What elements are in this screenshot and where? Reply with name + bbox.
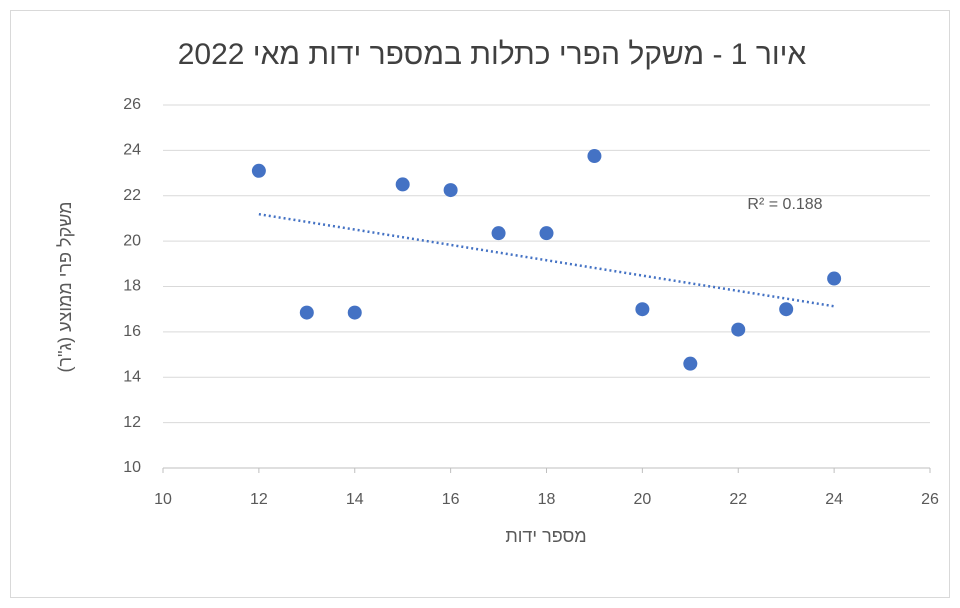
data-point <box>683 356 698 371</box>
data-point <box>395 177 410 192</box>
x-tick-label: 14 <box>346 491 364 508</box>
data-point <box>299 305 314 320</box>
chart-border <box>10 10 950 598</box>
x-tick-label: 22 <box>729 491 747 508</box>
y-tick-label: 22 <box>123 187 141 204</box>
data-point <box>587 149 602 164</box>
data-point <box>347 305 362 320</box>
data-point <box>731 322 746 337</box>
y-tick-label: 18 <box>123 278 141 295</box>
y-tick-label: 10 <box>123 459 141 476</box>
y-tick-label: 24 <box>123 142 141 159</box>
x-tick-label: 24 <box>825 491 843 508</box>
data-point <box>635 302 650 317</box>
x-tick-label: 20 <box>633 491 651 508</box>
y-tick-label: 16 <box>123 323 141 340</box>
x-axis-label: מספר ידות <box>505 526 586 546</box>
data-point <box>251 163 266 178</box>
data-point <box>779 302 794 317</box>
x-tick-label: 10 <box>154 491 172 508</box>
data-point <box>539 226 554 241</box>
data-point <box>827 271 842 286</box>
x-tick-label: 26 <box>921 491 939 508</box>
y-tick-label: 20 <box>123 232 141 249</box>
y-tick-label: 12 <box>123 414 141 431</box>
r-squared-label: R² = 0.188 <box>747 196 822 213</box>
data-point <box>491 226 506 241</box>
x-tick-label: 16 <box>442 491 460 508</box>
y-tick-label: 26 <box>123 96 141 113</box>
data-point <box>443 183 458 198</box>
x-tick-label: 12 <box>250 491 268 508</box>
trendline <box>258 212 835 308</box>
y-tick-label: 14 <box>123 368 141 385</box>
chart-title: איור 1 - משקל הפרי כתלות במספר ידות מאי … <box>178 38 807 71</box>
y-axis-label: משקל פרי ממוצע (ג"ר) <box>55 201 75 372</box>
x-tick-label: 18 <box>538 491 556 508</box>
